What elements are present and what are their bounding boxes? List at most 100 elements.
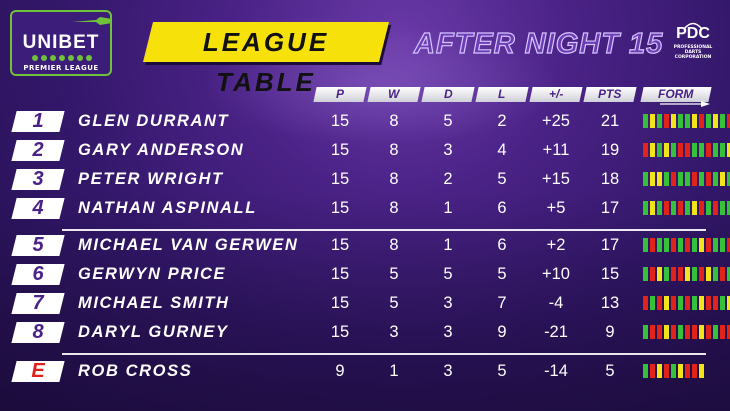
form-loss [692,172,697,186]
form-guide [643,267,730,281]
form-draw [692,114,697,128]
form-loss [664,201,669,215]
form-win [643,267,648,281]
form-win [720,238,725,252]
stat-d: 3 [443,141,453,159]
stat-pm: -21 [544,323,568,341]
form-loss [671,172,676,186]
form-draw [664,296,669,310]
stat-pm: +11 [542,141,570,159]
form-loss [671,296,676,310]
form-draw [664,325,669,339]
dart-icon [72,17,112,25]
form-win [706,201,711,215]
form-guide [643,238,730,252]
form-guide [643,114,730,128]
stat-pm: +2 [546,236,566,254]
rank-number: 2 [32,139,44,161]
form-win [657,201,662,215]
form-win [727,201,730,215]
form-loss [671,325,676,339]
form-loss [713,296,718,310]
form-win [678,296,683,310]
column-header-form: FORM [640,87,712,102]
form-win [657,238,662,252]
form-win [678,114,683,128]
form-loss [692,364,697,378]
stat-l: 7 [497,294,507,312]
stat-w: 8 [389,112,399,130]
form-loss [678,143,683,157]
pdc-logo-small-2: DARTS CORPORATION [674,50,712,60]
form-win [692,267,697,281]
form-guide [643,172,730,186]
form-loss [706,296,711,310]
form-win [713,172,718,186]
form-draw [706,267,711,281]
unibet-premier-league-logo: UNIBET PREMIER LEAGUE [10,10,112,76]
form-win [657,114,662,128]
stat-pm: +15 [542,170,570,188]
form-loss [671,267,676,281]
form-draw [671,114,676,128]
form-draw [699,325,704,339]
form-draw [727,296,730,310]
stat-d: 2 [443,170,453,188]
form-loss [657,325,662,339]
stat-pts: 17 [600,199,620,217]
stat-l: 9 [497,323,507,341]
form-win [678,325,683,339]
stat-pts: 19 [600,141,620,159]
form-win [720,114,725,128]
stat-w: 8 [389,170,399,188]
form-loss [664,114,669,128]
divider-eliminated [62,353,706,355]
form-loss [650,238,655,252]
stat-pts: 9 [605,323,615,341]
form-loss [685,325,690,339]
form-draw [650,114,655,128]
stat-w: 1 [389,362,399,380]
form-loss [685,296,690,310]
stat-w: 5 [389,265,399,283]
stat-d: 1 [443,236,453,254]
stat-pm: +5 [546,199,566,217]
stat-p: 15 [330,170,350,188]
table-row: 5 MICHAEL VAN GERWEN 15 8 1 6 +2 17 [0,232,730,258]
table-row: 7 MICHAEL SMITH 15 5 3 7 -4 13 [0,290,730,316]
form-win [671,143,676,157]
player-name: PETER WRIGHT [78,170,224,188]
stat-w: 8 [389,141,399,159]
form-win [664,238,669,252]
form-arrow-icon [660,101,710,107]
table-row: 1 GLEN DURRANT 15 8 5 2 +25 21 [0,108,730,134]
stat-w: 3 [389,323,399,341]
form-win [706,114,711,128]
form-loss [650,325,655,339]
stat-d: 5 [443,265,453,283]
stat-d: 3 [443,294,453,312]
player-name: MICHAEL SMITH [78,294,230,312]
form-loss [657,296,662,310]
stat-l: 5 [497,170,507,188]
column-header-l: L [475,87,529,102]
form-loss [727,114,730,128]
form-loss [643,143,648,157]
stat-l: 6 [497,199,507,217]
logo-brand: UNIBET [22,32,100,53]
form-loss [720,325,725,339]
form-draw [699,296,704,310]
form-loss [706,172,711,186]
form-win [657,143,662,157]
page-subtitle: AFTER NIGHT 15 [413,27,664,60]
stat-p: 15 [330,323,350,341]
form-win [692,238,697,252]
form-win [685,172,690,186]
form-draw [713,114,718,128]
stat-pts: 15 [600,265,620,283]
stat-l: 6 [497,236,507,254]
form-draw [692,201,697,215]
stat-l: 4 [497,141,507,159]
form-win [671,364,676,378]
form-win [713,238,718,252]
